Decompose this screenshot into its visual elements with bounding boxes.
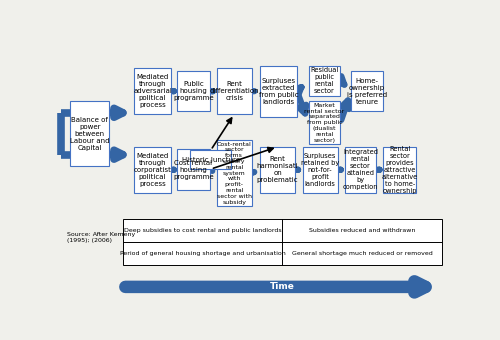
FancyBboxPatch shape (190, 150, 231, 169)
FancyBboxPatch shape (134, 68, 171, 114)
FancyBboxPatch shape (216, 140, 252, 206)
FancyBboxPatch shape (303, 147, 338, 193)
Text: Deep subsidies to cost rental and public landlords: Deep subsidies to cost rental and public… (124, 228, 282, 233)
Text: Public
housing
programme: Public housing programme (173, 81, 214, 101)
FancyBboxPatch shape (308, 66, 340, 96)
FancyBboxPatch shape (216, 68, 252, 114)
FancyBboxPatch shape (344, 147, 376, 193)
FancyBboxPatch shape (70, 101, 109, 167)
Text: Home-
ownership
is preferred
tenure: Home- ownership is preferred tenure (347, 78, 387, 105)
Text: Mediated
through
corporatist
political
process: Mediated through corporatist political p… (134, 153, 172, 187)
Text: Integrated
rental
sector
attained
by
competion: Integrated rental sector attained by com… (342, 149, 378, 190)
Text: Residual
public
rental
sector: Residual public rental sector (310, 67, 338, 94)
FancyBboxPatch shape (260, 147, 295, 193)
Text: Rent
differentiation
crisis: Rent differentiation crisis (210, 81, 259, 101)
FancyBboxPatch shape (177, 150, 210, 190)
FancyBboxPatch shape (351, 71, 383, 112)
Text: Mediated
through
adversarial
political
process: Mediated through adversarial political p… (133, 74, 172, 108)
Text: Market
rental sector
separated
from public
(dualist
rental
sector): Market rental sector separated from publ… (304, 103, 344, 142)
Text: Surpluses
retained by
not-for-
profit
landlords: Surpluses retained by not-for- profit la… (301, 153, 340, 187)
FancyBboxPatch shape (177, 71, 210, 112)
FancyBboxPatch shape (134, 147, 171, 193)
Text: Surpluses
extracted
from public
landlords: Surpluses extracted from public landlord… (258, 78, 298, 105)
Text: Rental
sector
provides
attractive
alternative
to home-
ownership: Rental sector provides attractive altern… (382, 146, 418, 194)
FancyBboxPatch shape (384, 147, 416, 193)
Text: Balance of
power
between
Labour and
Capital: Balance of power between Labour and Capi… (70, 117, 110, 151)
Text: Period of general housing shortage and urbanisation: Period of general housing shortage and u… (120, 251, 286, 256)
Text: Time: Time (270, 283, 295, 291)
FancyBboxPatch shape (260, 66, 297, 117)
FancyBboxPatch shape (122, 219, 442, 265)
Text: Source: After Kemeny
(1995); (2006): Source: After Kemeny (1995); (2006) (67, 232, 136, 243)
Text: Subsidies reduced and withdrawn: Subsidies reduced and withdrawn (309, 228, 416, 233)
Text: Cost rental
housing
programme: Cost rental housing programme (173, 160, 214, 180)
Text: General shortage much reduced or removed: General shortage much reduced or removed (292, 251, 432, 256)
Text: Cost-rental
sector
forms
unitary
rental
system
with
profit-
rental
sector with
s: Cost-rental sector forms unitary rental … (216, 141, 252, 204)
Text: Rent
harmonisati
on
problematic: Rent harmonisati on problematic (257, 156, 298, 183)
Text: Historic Juncture: Historic Juncture (182, 157, 240, 163)
FancyBboxPatch shape (308, 101, 340, 144)
